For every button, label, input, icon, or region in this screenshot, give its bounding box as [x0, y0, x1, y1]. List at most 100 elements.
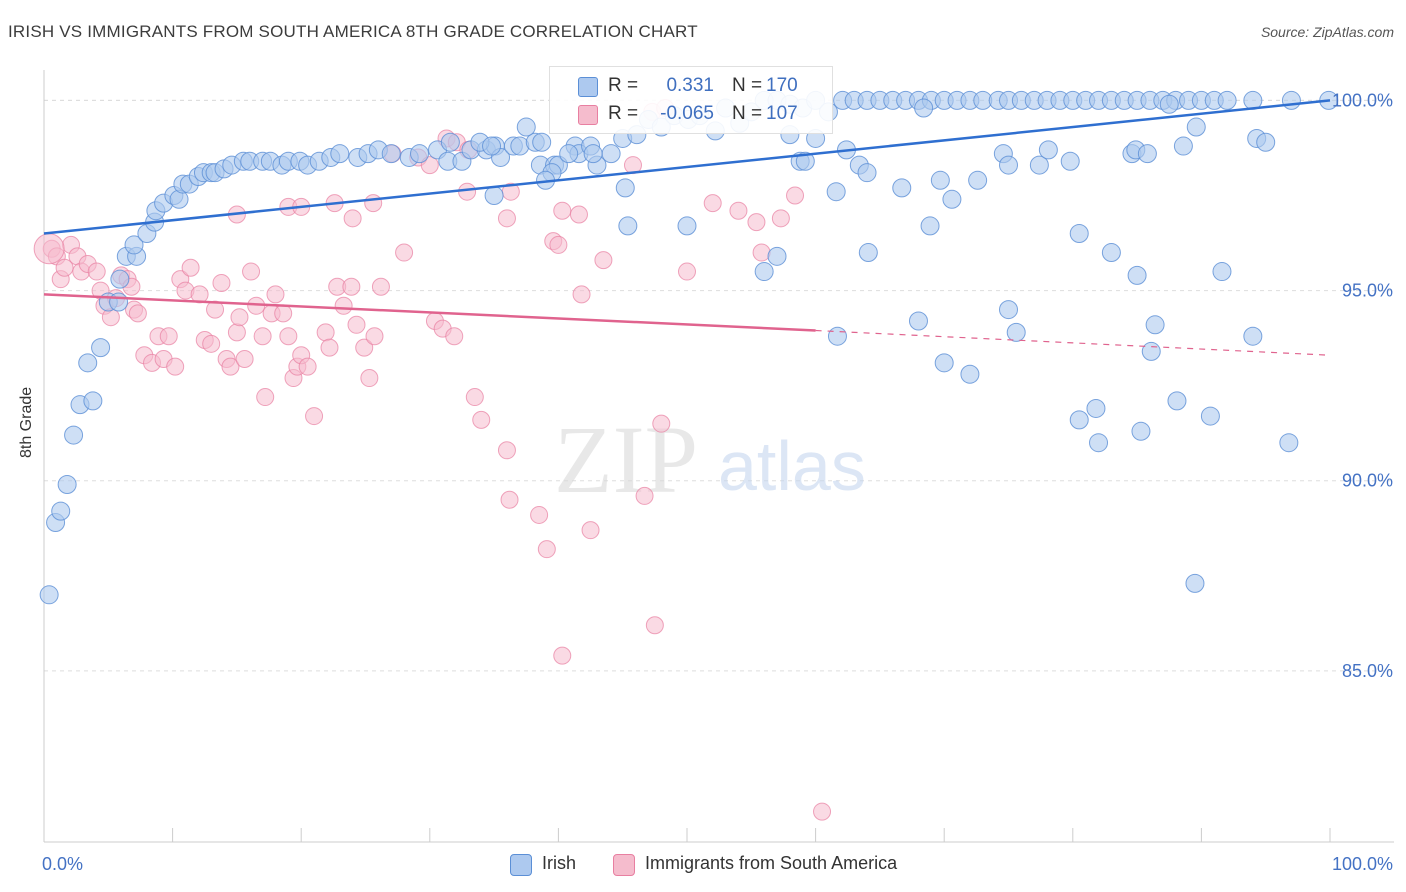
data-point-south-america: [569, 205, 588, 224]
data-point-south-america: [159, 327, 178, 346]
x-tick-label: 0.0%: [42, 854, 83, 874]
trend-line-irish: [43, 99, 1331, 235]
data-point-irish: [1086, 398, 1106, 418]
data-point-irish: [1217, 90, 1237, 110]
data-point-irish: [381, 144, 401, 164]
data-point-irish: [1186, 117, 1206, 137]
data-point-irish: [1006, 322, 1026, 342]
data-point-irish: [767, 246, 787, 266]
chart-title: IRISH VS IMMIGRANTS FROM SOUTH AMERICA 8…: [8, 22, 698, 41]
data-point-irish: [908, 311, 928, 331]
data-point-south-america: [87, 262, 106, 281]
data-point-irish: [1131, 421, 1151, 441]
legend-swatch-south-america: [613, 854, 635, 876]
data-point-irish: [968, 170, 988, 190]
y-tick-label: 95.0%: [1342, 281, 1393, 301]
data-point-irish: [960, 364, 980, 384]
correlation-legend: R = 0.331 N = 170 R = -0.065 N = 107: [549, 66, 833, 134]
data-point-south-america: [472, 410, 491, 429]
trend-lines: [43, 99, 1331, 356]
data-point-irish: [618, 216, 638, 236]
data-point-irish: [57, 475, 77, 495]
legend-n-label: N =: [732, 75, 763, 96]
data-point-south-america: [500, 490, 519, 509]
series-legend: Irish Immigrants from South America: [0, 852, 1406, 878]
source-label: Source: ZipAtlas.com: [1260, 24, 1394, 40]
data-point-south-america: [320, 338, 339, 357]
legend-n-value: 170: [766, 75, 798, 96]
data-point-irish: [410, 144, 430, 164]
data-point-irish: [892, 178, 912, 198]
x-tick-label: 100.0%: [1332, 854, 1393, 874]
data-point-irish: [532, 132, 552, 152]
data-point-south-america: [279, 327, 298, 346]
data-point-irish: [857, 163, 877, 183]
data-point-irish: [754, 262, 774, 282]
data-point-irish: [795, 151, 815, 171]
data-point-south-america: [274, 304, 293, 323]
legend-swatch-irish: [578, 77, 598, 97]
legend-r-value: 0.331: [666, 75, 714, 96]
data-point-south-america: [537, 540, 556, 559]
data-point-south-america: [703, 194, 722, 213]
data-point-south-america: [549, 235, 568, 254]
data-point-south-america: [347, 315, 366, 334]
data-point-south-america: [128, 304, 147, 323]
data-point-irish: [91, 338, 111, 358]
data-point-south-america: [581, 521, 600, 540]
data-point-south-america: [747, 213, 766, 232]
legend-r-label: R =: [608, 75, 639, 96]
data-point-irish: [1185, 573, 1205, 593]
data-point-irish: [942, 189, 962, 209]
data-point-south-america: [305, 407, 324, 426]
legend-r-value: -0.065: [660, 103, 714, 124]
data-point-south-america: [235, 350, 254, 369]
legend-row-irish: R = 0.331 N = 170: [550, 73, 832, 99]
data-point-south-america: [212, 273, 231, 292]
data-point-irish: [601, 144, 621, 164]
legend-label-irish: Irish: [542, 853, 577, 873]
data-point-irish: [1127, 265, 1147, 285]
data-point-irish: [1256, 132, 1276, 152]
data-point-irish: [826, 182, 846, 202]
data-point-irish: [583, 144, 603, 164]
data-point-irish: [1029, 155, 1049, 175]
data-point-south-america: [360, 369, 379, 388]
data-point-irish: [1145, 315, 1165, 335]
data-point-irish: [559, 144, 579, 164]
legend-swatch-irish: [510, 854, 532, 876]
data-point-irish: [1159, 94, 1179, 114]
data-point-irish: [1243, 326, 1263, 346]
series-irish-points: [39, 90, 1339, 605]
data-point-south-america: [253, 327, 272, 346]
data-point-south-america: [729, 201, 748, 220]
data-point-irish: [1060, 151, 1080, 171]
data-point-irish: [1212, 262, 1232, 282]
data-point-south-america: [221, 357, 240, 376]
data-point-south-america: [371, 277, 390, 296]
data-point-irish: [440, 132, 460, 152]
data-point-irish: [677, 216, 697, 236]
data-point-south-america: [206, 300, 225, 319]
data-point-irish: [934, 353, 954, 373]
data-point-irish: [930, 170, 950, 190]
y-tick-label: 90.0%: [1342, 471, 1393, 491]
data-point-south-america: [343, 209, 362, 228]
data-point-irish: [64, 425, 84, 445]
legend-row-south-america: R = -0.065 N = 107: [550, 101, 832, 127]
legend-n-value: 107: [766, 103, 798, 124]
data-point-irish: [124, 235, 144, 255]
data-point-irish: [1167, 391, 1187, 411]
data-point-irish: [999, 155, 1018, 175]
data-point-irish: [1281, 90, 1301, 110]
data-point-irish: [110, 269, 130, 289]
data-point-irish: [83, 391, 103, 411]
data-point-south-america: [678, 262, 696, 281]
y-tick-label: 100.0%: [1332, 90, 1393, 110]
data-point-south-america: [652, 414, 671, 433]
data-point-irish: [1279, 433, 1299, 453]
data-point-south-america: [334, 296, 353, 315]
data-point-south-america: [355, 338, 374, 357]
watermark: ZIP atlas: [554, 406, 866, 513]
data-point-irish: [1089, 433, 1109, 453]
